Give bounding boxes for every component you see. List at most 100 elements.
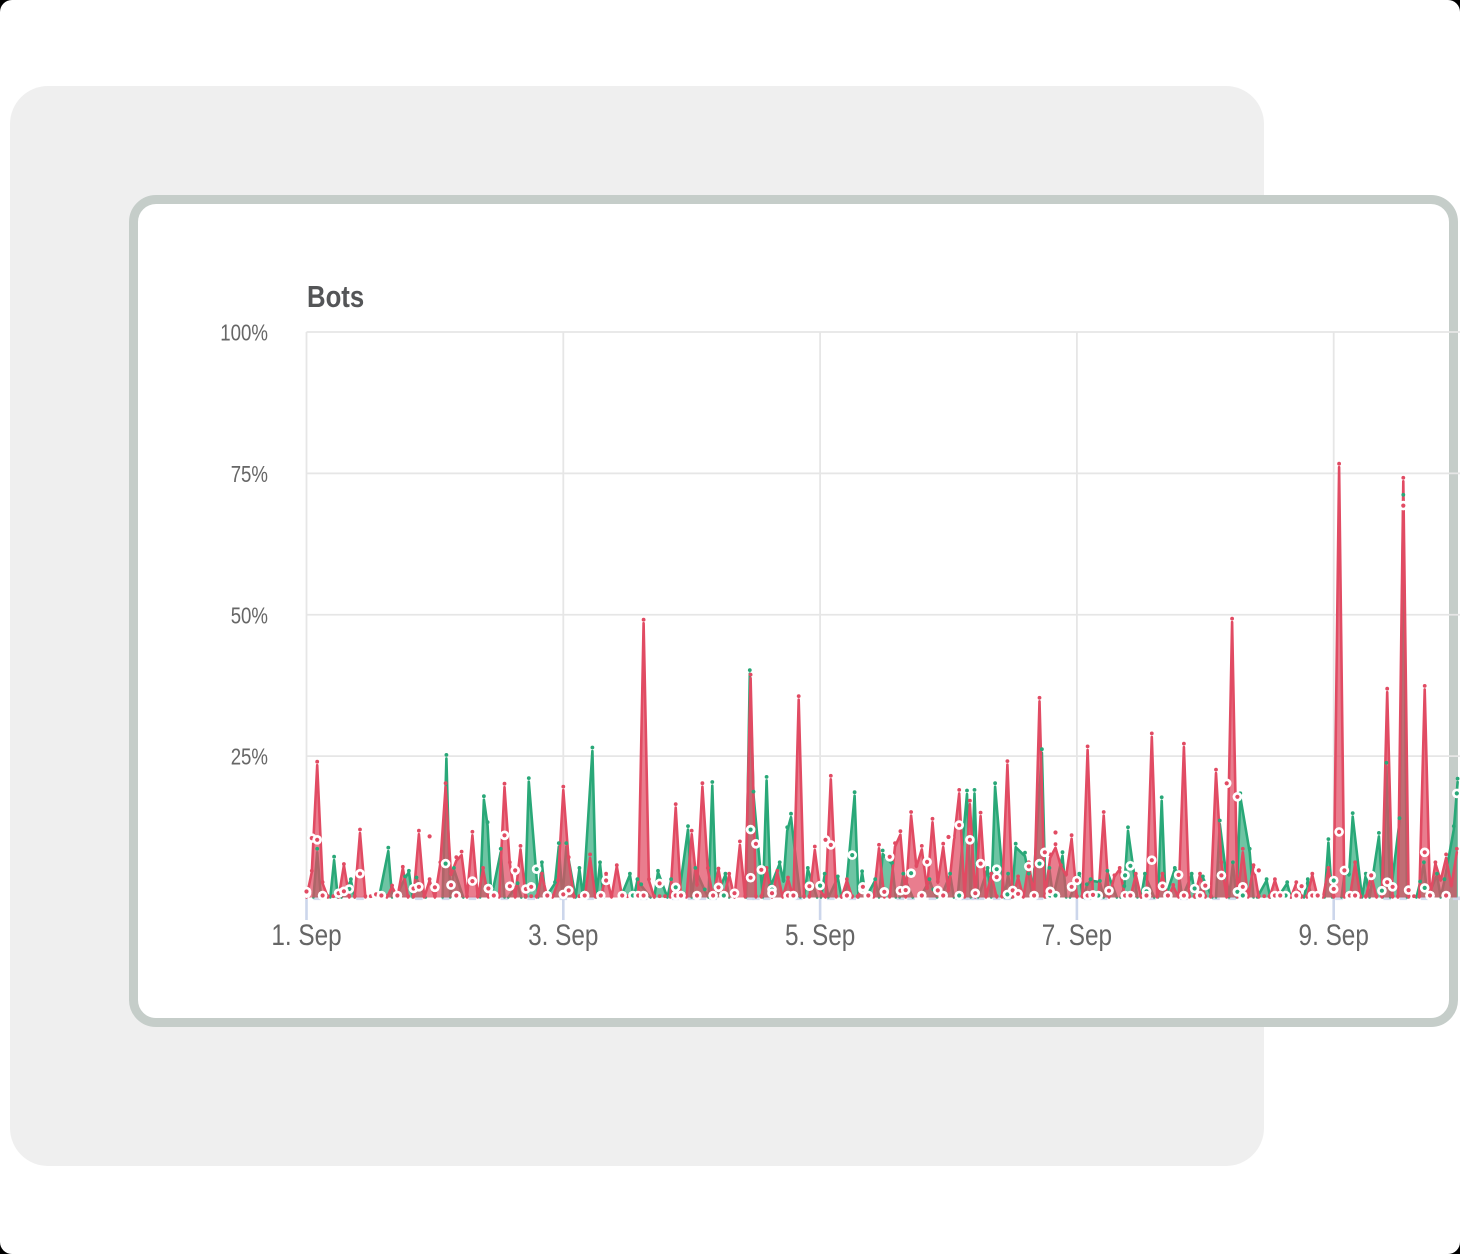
x-axis-line-segment [746,896,754,900]
series-green-marker-dot [515,880,519,885]
series-green-marker-dot [1005,871,1010,875]
series-green-marker-dot [1039,746,1044,751]
series-red-secondary-marker-core [903,887,908,892]
series-red-secondary-marker-core [1127,892,1132,898]
series-red-secondary-marker-core [956,822,961,827]
series-red-marker-dot [812,844,817,848]
series-red-secondary-marker-core [678,892,683,898]
series-red-marker-dot [1069,832,1073,837]
series-green-secondary-marker-core [1036,861,1042,866]
series-red-marker-dot [314,759,319,764]
series-red-secondary-marker-core [582,892,587,898]
series-red-marker-dot [518,843,522,848]
series-red-marker-dot [1170,882,1175,887]
x-axis-tick [1075,898,1078,920]
series-red-secondary-marker-core [748,875,753,880]
series-red-marker-dot [309,868,314,873]
series-red-secondary-marker-core [1406,887,1411,892]
series-green-marker-dot [406,868,411,873]
series-red-secondary-marker-core [320,892,325,898]
series-red-marker-dot [1015,874,1020,878]
series-green-marker-dot [1159,794,1164,799]
series-green-marker-dot [638,881,643,886]
series-red-marker-dot [528,893,533,898]
series-red-secondary-marker-core [1042,849,1047,854]
series-red-marker-dot [1438,876,1443,881]
series-red-secondary-marker-core [806,883,812,888]
series-green-secondary-marker-core [1379,888,1384,893]
series-red-secondary-marker-core [715,884,721,889]
series-red-secondary-marker-core [978,861,983,866]
series-red-secondary-marker-core [1352,892,1357,898]
series-red-marker-dot [1449,882,1453,887]
x-axis-label: 7. Sep [1041,919,1111,952]
series-red-secondary-marker-core [758,867,763,872]
series-red-marker-dot [587,852,592,856]
series-red-secondary-marker-core [507,883,512,888]
series-red-marker-dot [363,893,367,898]
series-red-marker-dot [844,876,849,881]
series-red-marker-dot [480,865,485,870]
series-red-secondary-marker-core [1422,849,1427,854]
y-axis-label: 50% [230,602,267,628]
series-green-secondary-marker-core [1234,889,1239,894]
series-green-marker-dot [1047,865,1051,870]
series-red-marker-dot [1309,871,1314,875]
series-red-secondary-marker-core [769,890,774,895]
y-axis-label: 25% [230,743,267,769]
x-axis-line-segment [1382,896,1391,900]
series-red-marker-dot [833,893,838,898]
series-red-secondary-marker-core [566,887,571,893]
series-green-marker-dot [1060,849,1064,854]
series-green-marker-dot [597,859,602,864]
x-axis-line-segment [441,896,449,900]
series-red-secondary-marker-core [1069,884,1074,889]
series-red-secondary-marker-core [753,841,758,846]
series-green-secondary-marker-core [1127,863,1132,868]
series-red-marker-dot [555,878,560,882]
series-red-secondary-marker-core [501,832,507,837]
series-red-marker-dot [566,854,571,859]
x-axis-line-segment [526,896,535,900]
series-red-marker-dot [502,781,506,786]
series-green-secondary-marker-core [1422,885,1427,890]
series-red-marker-dot [405,893,410,898]
series-red-secondary-marker-core [1149,857,1154,862]
series-green-marker-dot [764,774,768,779]
series-green-secondary-marker-core [1052,892,1058,898]
series-green-marker-dot [552,879,557,884]
series-red-marker-dot [475,893,480,898]
series-red-marker-dot [828,773,833,778]
series-red-secondary-marker-core [1331,886,1336,891]
series-red-marker-dot [1229,616,1234,620]
series-green-marker-dot [872,876,877,881]
series-red-marker-dot [357,827,362,831]
x-axis-line-segment [794,896,802,900]
x-axis-label: 1. Sep [271,919,341,952]
series-red-secondary-marker-core [822,837,828,842]
series-red-marker-dot [609,893,613,898]
x-axis-line-segment [1147,896,1156,900]
series-red-secondary-marker-core [641,892,646,898]
series-red-marker-dot [892,840,897,845]
series-red-secondary-marker-core [710,892,715,898]
series-red-secondary-marker-core [1010,887,1015,893]
series-red-marker-dot [1085,744,1089,748]
series-red-secondary-marker-core [603,877,608,883]
series-red-marker-dot [534,893,538,898]
series-red-secondary-marker-core [378,892,383,898]
x-axis-line-segment [1398,896,1407,900]
series-green-marker-dot [1105,868,1109,873]
series-green-marker-dot [777,859,782,864]
series-red-secondary-marker-core [314,837,319,842]
series-green-marker-dot [348,876,353,881]
x-axis-tick [561,898,565,920]
series-red-marker-dot [673,801,678,806]
series-red-secondary-marker-core [1443,892,1448,898]
series-green-marker-dot [1417,879,1422,883]
series-red-secondary-marker-core [1176,872,1181,877]
series-red-marker-dot [930,816,934,821]
series-red-secondary-marker-core [1202,883,1207,888]
series-red-secondary-marker-core [427,833,432,839]
series-red-marker-dot [470,829,474,834]
